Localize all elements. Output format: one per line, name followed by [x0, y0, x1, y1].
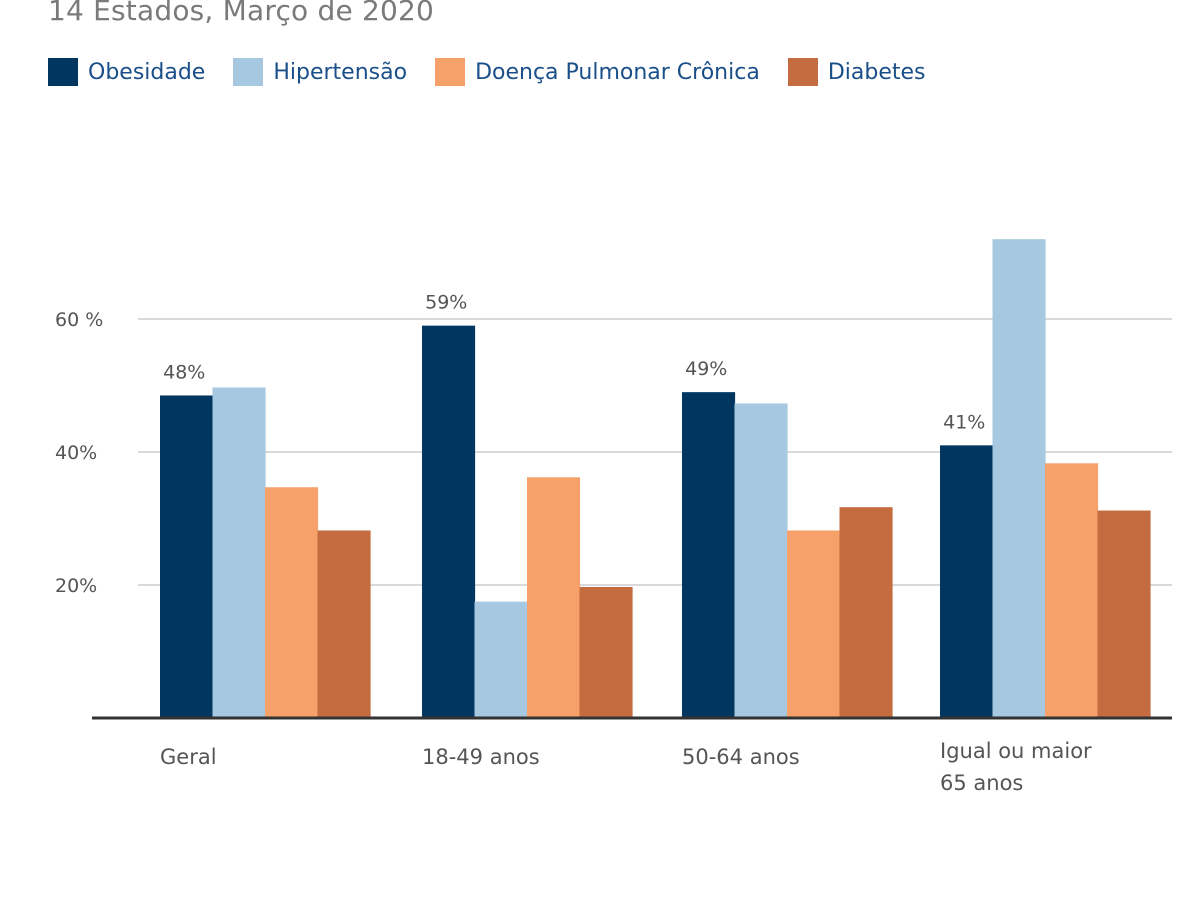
category-label-line: Geral	[160, 745, 217, 769]
bar-doença-pulmonar-crônica	[1045, 463, 1099, 718]
data-label: 59%	[425, 292, 467, 314]
data-label: 48%	[163, 361, 205, 383]
data-label: 41%	[943, 411, 985, 433]
bar-hipertensão	[734, 403, 788, 718]
bar-hipertensão	[992, 239, 1046, 718]
category-label: Igual ou maior 65 anos	[940, 739, 1092, 795]
legend-swatch	[233, 58, 264, 86]
legend-label: Doença Pulmonar Crônica	[475, 59, 760, 85]
bar-obesidade	[422, 325, 476, 718]
legend-swatch	[48, 58, 78, 86]
y-tick-label: 20%	[55, 575, 97, 597]
category-label-line: 65 anos	[940, 771, 1023, 795]
legend-swatch	[435, 58, 466, 86]
y-tick-label: 40%	[55, 442, 97, 464]
bar-obesidade	[682, 392, 736, 718]
bar-diabetes	[839, 507, 893, 718]
bar-diabetes	[317, 530, 371, 718]
legend-swatch	[787, 58, 818, 86]
bar-hipertensão	[212, 387, 266, 718]
bar-diabetes	[579, 586, 633, 718]
legend-label: Obesidade	[88, 59, 206, 85]
bar-hipertensão	[474, 601, 528, 718]
chart-subtitle: 14 Estados, Março de 2020	[48, 0, 435, 27]
bar-obesidade	[160, 395, 214, 718]
legend-label: Diabetes	[827, 59, 926, 85]
bar-obesidade	[940, 445, 994, 718]
category-label-line: Igual ou maior	[940, 739, 1092, 763]
data-label: 49%	[685, 358, 727, 380]
legend-item-1: Hipertensão	[233, 58, 407, 86]
legend-label: Hipertensão	[273, 59, 408, 85]
category-label-line: 18-49 anos	[422, 745, 540, 769]
bar-doença-pulmonar-crônica	[265, 487, 319, 718]
bar-doença-pulmonar-crônica	[527, 477, 581, 718]
bar-doença-pulmonar-crônica	[787, 530, 841, 718]
legend-item-3: Diabetes	[787, 58, 926, 86]
y-tick-label: 60 %	[55, 309, 103, 331]
legend-item-2: Doença Pulmonar Crônica	[435, 58, 760, 86]
category-label: Geral	[160, 745, 217, 769]
legend-item-0: Obesidade	[48, 58, 205, 86]
category-label: 18-49 anos	[422, 745, 540, 769]
chart-legend: Obesidade Hipertensão Doença Pulmonar Crôn…	[48, 58, 926, 86]
category-label-line: 50-64 anos	[682, 745, 800, 769]
bar-diabetes	[1097, 510, 1151, 718]
category-label: 50-64 anos	[682, 745, 800, 769]
